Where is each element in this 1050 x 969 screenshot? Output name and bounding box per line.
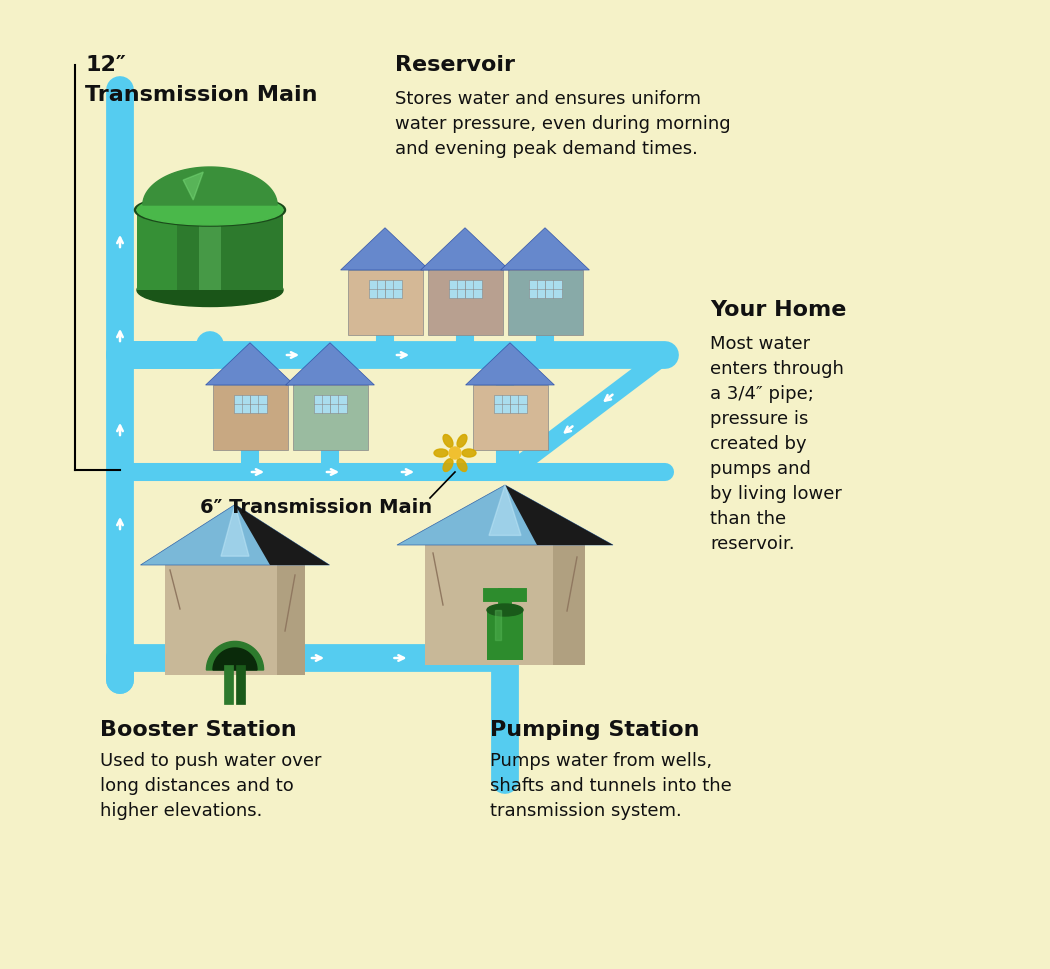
Polygon shape [489,485,521,536]
Text: Most water
enters through
a 3/4″ pipe;
pressure is
created by
pumps and
by livin: Most water enters through a 3/4″ pipe; p… [710,335,844,553]
Polygon shape [340,228,429,270]
Text: Your Home: Your Home [710,300,846,320]
FancyBboxPatch shape [553,545,585,665]
Text: 6″ Transmission Main: 6″ Transmission Main [200,498,433,517]
Polygon shape [143,167,277,205]
FancyBboxPatch shape [508,270,583,335]
FancyBboxPatch shape [200,210,220,290]
Polygon shape [286,343,375,385]
FancyBboxPatch shape [510,394,526,413]
FancyBboxPatch shape [545,280,562,297]
Ellipse shape [462,449,476,457]
Text: Pumps water from wells,
shafts and tunnels into the
transmission system.: Pumps water from wells, shafts and tunne… [490,752,732,820]
FancyBboxPatch shape [487,610,523,660]
Ellipse shape [457,458,467,472]
FancyBboxPatch shape [448,280,465,297]
Text: 12″: 12″ [85,55,126,75]
Ellipse shape [136,273,284,306]
FancyBboxPatch shape [250,394,267,413]
FancyBboxPatch shape [465,280,482,297]
Ellipse shape [487,604,523,616]
Text: Used to push water over
long distances and to
higher elevations.: Used to push water over long distances a… [100,752,321,820]
FancyBboxPatch shape [528,280,545,297]
Polygon shape [141,505,330,565]
Text: Transmission Main: Transmission Main [85,85,317,105]
FancyBboxPatch shape [385,280,401,297]
FancyBboxPatch shape [348,270,423,335]
FancyBboxPatch shape [428,270,503,335]
FancyBboxPatch shape [472,385,548,450]
Ellipse shape [434,449,448,457]
FancyBboxPatch shape [136,210,177,290]
Polygon shape [397,485,613,545]
Text: Reservoir: Reservoir [395,55,514,75]
Polygon shape [206,343,294,385]
FancyBboxPatch shape [165,565,304,675]
FancyBboxPatch shape [369,280,385,297]
Ellipse shape [136,195,284,225]
Ellipse shape [443,458,453,472]
FancyBboxPatch shape [293,385,368,450]
FancyBboxPatch shape [425,545,585,665]
FancyBboxPatch shape [314,394,330,413]
Polygon shape [220,505,249,556]
Polygon shape [213,648,257,670]
Polygon shape [421,228,509,270]
FancyBboxPatch shape [330,394,346,413]
FancyBboxPatch shape [277,565,304,675]
FancyBboxPatch shape [233,394,250,413]
Polygon shape [495,610,501,640]
Text: Stores water and ensures uniform
water pressure, even during morning
and evening: Stores water and ensures uniform water p… [395,90,731,158]
Polygon shape [207,641,264,670]
Ellipse shape [457,434,467,448]
Polygon shape [235,505,330,565]
Polygon shape [183,172,204,200]
FancyBboxPatch shape [213,385,288,450]
Polygon shape [465,343,554,385]
FancyBboxPatch shape [136,210,284,290]
Ellipse shape [443,434,453,448]
FancyBboxPatch shape [494,394,510,413]
Polygon shape [501,228,589,270]
Ellipse shape [449,447,461,459]
Text: Booster Station: Booster Station [100,720,296,740]
Polygon shape [505,485,613,545]
Text: Pumping Station: Pumping Station [490,720,699,740]
